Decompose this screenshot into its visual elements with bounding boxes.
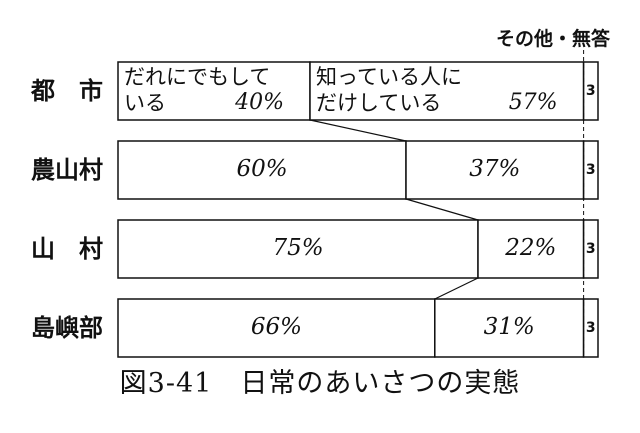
bar-segment (117, 140, 407, 200)
bar-segment (117, 298, 436, 358)
bar-segment (582, 298, 599, 358)
value-label: 57% (508, 90, 558, 115)
value-label: 40% (235, 90, 284, 115)
legend-box: 知っている人にだけしている 57% (316, 64, 580, 118)
category-label: 島嶼部 (31, 313, 103, 342)
bar-segment (309, 61, 585, 121)
connector-line (309, 119, 407, 142)
legend-entry: だれにでもしている (124, 65, 271, 115)
value-label: 31% (483, 314, 535, 340)
value-label: 37% (469, 156, 521, 182)
value-label: 75% (272, 235, 324, 261)
value-label: 60% (236, 156, 288, 182)
value-label: 66% (250, 314, 302, 340)
value-label: 3 (585, 83, 596, 99)
chart-title: 図3-41 日常のあいさつの実態 (119, 368, 521, 399)
connector-line (405, 198, 479, 221)
value-label: 3 (585, 320, 596, 336)
bar-segment (582, 61, 599, 121)
bar-segment (477, 219, 585, 279)
value-label: 3 (585, 241, 596, 257)
value-label: 3 (585, 162, 596, 178)
category-label: 山 村 (31, 234, 103, 263)
legend-box: だれにでもしている 40% (124, 64, 306, 118)
category-label: 都 市 (31, 76, 103, 105)
value-label: 22% (505, 235, 557, 261)
legend-entry: その他・無答 (495, 28, 610, 50)
bar-segment (405, 140, 585, 200)
connector-line (434, 277, 479, 300)
bar-segment (117, 61, 311, 121)
legend-entry: 知っている人にだけしている (316, 65, 462, 115)
bar-segment (434, 298, 585, 358)
category-label: 農山村 (31, 155, 103, 184)
bar-segment (117, 219, 479, 279)
